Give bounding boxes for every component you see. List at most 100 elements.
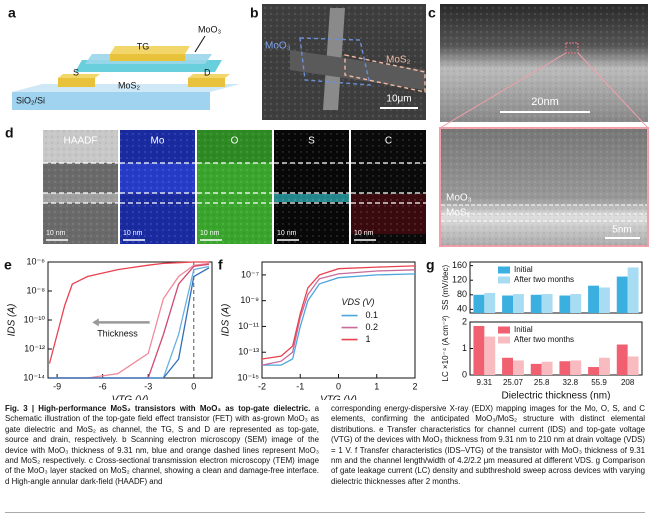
label: MoO₃: [265, 41, 291, 52]
x-tick-label: -9: [53, 381, 61, 391]
edx-noise: [197, 130, 272, 244]
label: MoO₃: [446, 193, 472, 204]
plot-frame: [469, 261, 643, 314]
label: MoS₂: [446, 208, 471, 219]
caption-title: Fig. 3 | High-performance MoS₂ transisto…: [5, 404, 311, 413]
zoom-texture: [440, 128, 648, 246]
edx-maps: d HAADF 10 nm Mo 10 nm O 10 nm S 10 nm C 10 nm: [5, 125, 426, 244]
x-tick-label: 25.07: [503, 378, 524, 387]
legend-label: 0.1: [366, 310, 379, 320]
x-tick-label: 2: [412, 381, 417, 391]
label: SiO₂/Si: [16, 95, 45, 105]
panel-label: a: [8, 5, 16, 21]
zoom-guide: [577, 52, 649, 129]
label: MoS₂: [386, 55, 411, 66]
legend-label: After two months: [514, 275, 574, 284]
annotation: Thickness: [97, 329, 138, 339]
drain-top: [188, 74, 230, 78]
edx-noise: [120, 130, 195, 244]
bar: [530, 294, 542, 313]
x-axis-label: VTG (V): [112, 395, 149, 400]
bar: [484, 336, 496, 375]
x-tick-label: 1: [374, 381, 379, 391]
legend-label: Initial: [514, 325, 533, 334]
edx-noise: [274, 130, 349, 244]
y-tick-label: 10⁻⁸: [26, 285, 45, 295]
bar: [484, 292, 496, 313]
bar: [541, 294, 553, 313]
mos2-outline: [344, 54, 426, 93]
drain: [188, 78, 225, 87]
y-tick-label: 10⁻¹³: [238, 347, 259, 357]
y-tick-label: 10⁻¹²: [24, 343, 45, 353]
bar: [513, 294, 524, 313]
gate-top: [110, 46, 190, 54]
bar: [502, 357, 513, 375]
y-tick-label: 80: [457, 289, 467, 299]
legend-label: 0.2: [366, 322, 379, 332]
y-tick-label: 10⁻¹⁴: [23, 372, 45, 382]
x-axis-label: VTG (V): [320, 395, 357, 400]
panel-label: g: [426, 257, 435, 273]
x-tick-label: -2: [258, 381, 266, 391]
panel-label: d: [5, 125, 14, 141]
schematic: a TG MoO₃ S D MoS₂ SiO₂/Si: [8, 5, 240, 110]
sem-image: b MoO₃ MoS₂ 10μm: [250, 4, 426, 120]
plot-frame: [47, 261, 213, 379]
label: MoO₃: [198, 24, 222, 34]
x-tick-label: -3: [144, 381, 152, 391]
bar: [513, 360, 524, 375]
x-tick-label: 32.8: [563, 378, 579, 387]
legend-swatch: [498, 326, 510, 334]
pointer: [194, 35, 206, 53]
bar: [616, 344, 628, 375]
figure: a TG MoO₃ S D MoS₂ SiO₂/Si b MoO₃ MoS₂ 1…: [4, 4, 649, 400]
substrate: [12, 92, 210, 110]
caption-right: corresponding energy-dispersive X-ray (E…: [331, 404, 645, 512]
curve: [49, 267, 210, 379]
curve: [48, 261, 209, 364]
tem-image: c 20nm MoO₃ MoS₂ 5nm: [428, 4, 649, 247]
bar: [530, 363, 542, 375]
bar: [473, 325, 485, 375]
tile-label: Mo: [151, 136, 165, 147]
x-tick-label: 0: [336, 381, 341, 391]
y-tick-label: 1: [462, 343, 467, 353]
curve: [262, 273, 416, 366]
panel-label: c: [428, 5, 436, 21]
x-tick-label: -1: [296, 381, 304, 391]
charts: e 10⁻⁶ 10⁻⁸ 10⁻¹⁰ 10⁻¹² 10⁻¹⁴ -9 -6 -3 0 VTG (V) ID…: [4, 256, 643, 400]
zoom-guide: [439, 52, 567, 129]
bar: [559, 295, 571, 313]
x-tick-label: 55.9: [591, 378, 607, 387]
curve: [261, 265, 416, 360]
bar: [599, 357, 610, 375]
source: [58, 78, 95, 87]
caption: Fig. 3 | High-performance MoS₂ transisto…: [5, 404, 645, 513]
label: S: [73, 67, 79, 77]
source-top: [58, 74, 100, 78]
x-tick-label: 9.31: [477, 378, 493, 387]
y-tick-label: 0: [462, 369, 467, 379]
flake: [290, 50, 425, 90]
bar: [588, 367, 599, 375]
tile-label: HAADF: [64, 136, 98, 147]
y-axis-label: IDS (A): [221, 304, 232, 337]
legend-label: Initial: [514, 265, 533, 274]
legend-swatch: [498, 276, 510, 284]
edx-noise: [43, 130, 118, 244]
scale-label: 10 nm: [354, 230, 374, 237]
y-tick-label: 10⁻⁹: [240, 295, 259, 305]
scale-label: 20nm: [531, 96, 559, 108]
bar: [599, 287, 610, 313]
x-axis-label: Dielectric thickness (nm): [502, 391, 611, 400]
moo3-outline: [299, 37, 371, 86]
caption-left: Fig. 3 | High-performance MoS₂ transisto…: [5, 404, 319, 512]
x-tick-label: 0: [191, 381, 196, 391]
scale-label: 10 nm: [277, 230, 297, 237]
bar: [570, 294, 582, 313]
panel-label: b: [250, 5, 259, 21]
plot-frame: [261, 261, 416, 379]
scale-label: 10μm: [386, 94, 411, 105]
panel-label: e: [4, 257, 12, 273]
